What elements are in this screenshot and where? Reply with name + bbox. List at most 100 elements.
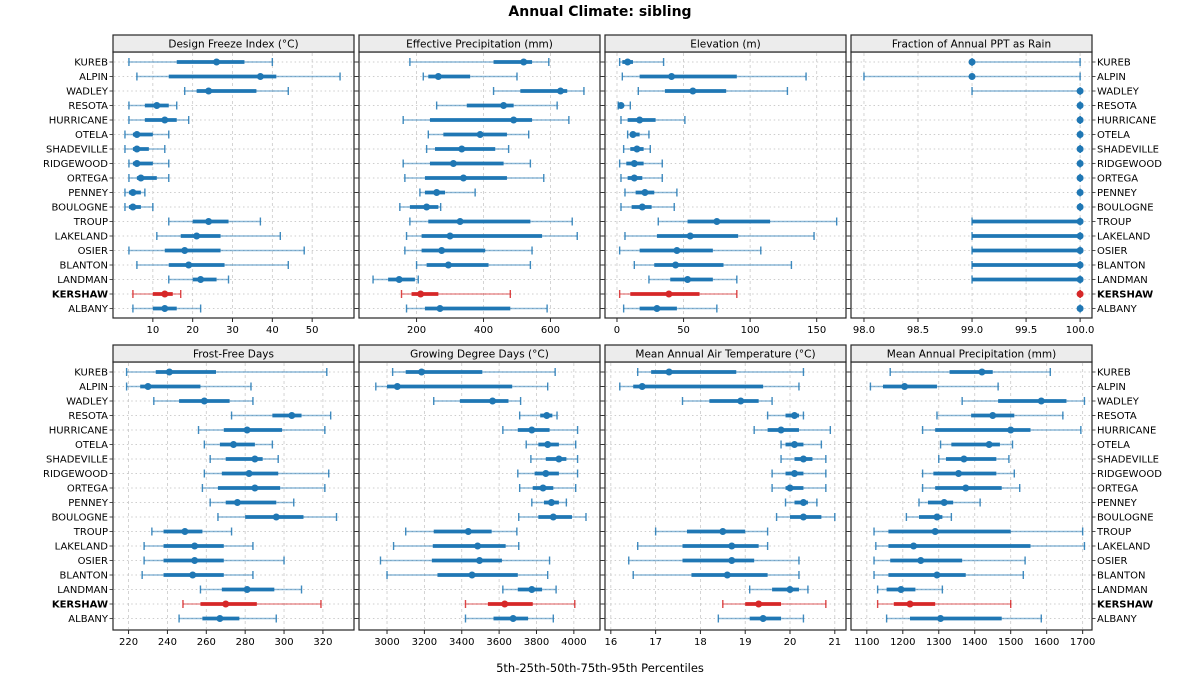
station-label-right-kershaw: KERSHAW — [1097, 290, 1153, 301]
median-dot — [510, 116, 518, 124]
median-dot — [1076, 247, 1084, 254]
row-kershaw — [464, 600, 576, 608]
xtick-label: 260 — [197, 637, 216, 648]
station-label-right-ortega: ORTEGA — [1097, 484, 1138, 495]
row-troup — [409, 217, 573, 226]
median-dot — [161, 305, 169, 312]
xtick-label: 320 — [313, 637, 332, 648]
panel-header — [850, 34, 1093, 53]
xtick-label: 99.0 — [961, 325, 983, 336]
panel-title: Elevation (m) — [690, 39, 761, 51]
station-label-left-otela: OTELA — [75, 440, 108, 451]
row-albany — [132, 304, 202, 313]
row-kureb — [128, 58, 274, 66]
median-dot — [205, 87, 213, 95]
station-label-left-ridgewood: RIDGEWOOD — [43, 159, 108, 170]
row-kureb — [968, 58, 1081, 66]
station-label-right-penney: PENNEY — [1097, 188, 1138, 199]
median-dot — [474, 542, 482, 550]
row-penney — [624, 188, 678, 197]
median-dot — [557, 87, 565, 95]
median-dot — [910, 542, 918, 550]
row-landman — [648, 275, 738, 284]
station-label-right-troup: TROUP — [1096, 527, 1131, 538]
median-dot — [629, 131, 637, 138]
median-dot — [933, 571, 941, 579]
station-label-right-wadley: WADLEY — [1097, 87, 1140, 98]
median-dot — [272, 513, 280, 521]
panel-title: Mean Annual Precipitation (mm) — [887, 349, 1056, 361]
median-dot — [476, 131, 484, 138]
row-wadley — [637, 87, 789, 95]
median-dot — [968, 58, 976, 66]
median-dot — [713, 218, 721, 225]
median-dot — [755, 600, 763, 608]
median-dot — [719, 528, 727, 535]
panel-elevation-m: 0 50 100 150 Elevation (m) — [601, 34, 850, 336]
median-dot — [799, 499, 807, 506]
median-dot — [933, 513, 941, 521]
row-blanton — [873, 571, 1024, 579]
xtick-label: 16 — [604, 637, 617, 648]
row-boulogne — [518, 513, 587, 521]
median-dot — [213, 58, 221, 66]
panel-title: Mean Annual Air Temperature (°C) — [635, 349, 815, 361]
row-ridgewood — [203, 469, 330, 478]
median-dot — [777, 426, 785, 434]
station-label-right-kershaw: KERSHAW — [1097, 600, 1153, 611]
xtick-label: 240 — [158, 637, 177, 648]
row-kureb — [391, 368, 556, 376]
row-alpin — [125, 382, 252, 391]
station-label-left-alpin: ALPIN — [79, 382, 108, 393]
xtick-label: 98.5 — [907, 325, 929, 336]
row-landman — [876, 585, 944, 594]
row-ortega — [518, 484, 577, 492]
station-label-left-blanton: BLANTON — [60, 571, 108, 582]
row-lakeland — [637, 542, 769, 550]
row-penney — [124, 188, 146, 197]
station-label-right-penney: PENNEY — [1097, 498, 1138, 509]
row-hurricane — [921, 426, 1082, 434]
row-osier — [628, 556, 800, 565]
median-dot — [547, 499, 555, 506]
median-dot — [153, 102, 161, 109]
median-dot — [1076, 160, 1084, 167]
row-penney — [419, 188, 476, 197]
row-resota — [128, 101, 178, 110]
row-penney — [531, 498, 568, 507]
station-label-left-albany: ALBANY — [68, 304, 109, 315]
station-label-right-shadeville: SHADEVILLE — [1097, 455, 1159, 466]
median-dot — [243, 586, 251, 593]
median-dot — [444, 261, 452, 269]
panel-frost-free-days: 220 240 260 280 300 320 Frost-Free Days — [109, 344, 358, 648]
row-landman — [168, 275, 230, 284]
row-landman — [372, 275, 419, 284]
median-dot — [161, 290, 169, 298]
row-ridgewood — [618, 159, 663, 168]
median-dot — [989, 412, 997, 419]
panel-mean-annual-precipitation-mm: 1100 1200 1300 1400 1500 1600 1700 Mean Annual … — [847, 344, 1096, 648]
station-label-left-otela: OTELA — [75, 130, 108, 141]
station-label-right-kureb: KUREB — [1097, 368, 1131, 379]
panel-background — [851, 52, 1092, 318]
row-albany — [178, 614, 277, 623]
median-dot — [723, 571, 731, 579]
row-albany — [622, 304, 718, 313]
station-label-right-albany: ALBANY — [1097, 304, 1138, 315]
row-osier — [143, 556, 285, 565]
row-kureb — [889, 368, 1051, 376]
station-label-left-penney: PENNEY — [68, 188, 109, 199]
median-dot — [133, 145, 141, 153]
row-penney — [209, 498, 295, 507]
panel-title: Frost-Free Days — [193, 349, 274, 361]
xtick-label: 18 — [694, 637, 707, 648]
median-dot — [630, 174, 638, 182]
median-dot — [633, 145, 641, 153]
xtick-label: 1600 — [1034, 637, 1059, 648]
row-lakeland — [405, 232, 578, 240]
station-label-right-blanton: BLANTON — [1097, 571, 1145, 582]
median-dot — [216, 615, 224, 622]
row-troup — [151, 527, 233, 536]
xtick-label: 20 — [784, 637, 797, 648]
xtick-label: 200 — [407, 325, 426, 336]
